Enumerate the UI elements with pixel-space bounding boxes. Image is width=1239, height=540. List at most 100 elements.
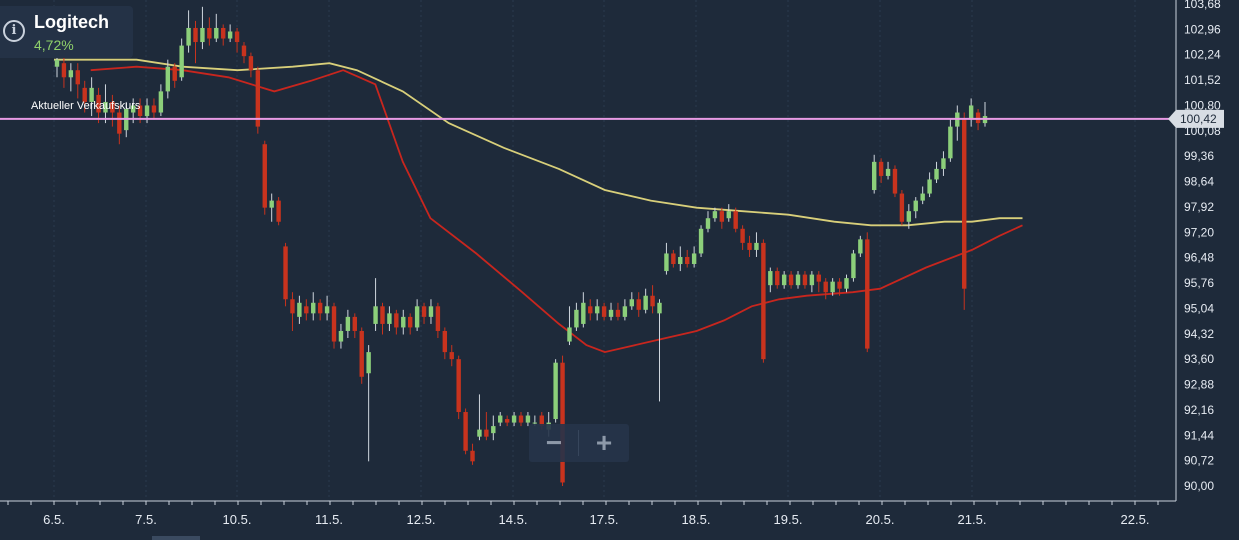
candlesticks bbox=[54, 6, 988, 486]
zoom-in-button[interactable]: + bbox=[595, 427, 613, 458]
candle bbox=[193, 20, 198, 64]
candle-body bbox=[414, 306, 420, 328]
candle bbox=[511, 412, 517, 427]
candle bbox=[394, 309, 399, 335]
candle bbox=[982, 101, 988, 127]
candle-body bbox=[837, 281, 842, 289]
x-tick-label: 17.5. bbox=[590, 512, 619, 527]
candle-body bbox=[657, 302, 662, 314]
candle-body bbox=[968, 105, 974, 120]
stock-info-panel: i Logitech 4,72% bbox=[0, 6, 133, 58]
candle-body bbox=[504, 419, 510, 423]
x-tick-label: 14.5. bbox=[499, 512, 528, 527]
moving-average-lines bbox=[54, 58, 1023, 354]
candle-body bbox=[221, 27, 226, 39]
candle-body bbox=[567, 327, 572, 342]
candle bbox=[338, 323, 344, 349]
candle bbox=[816, 271, 821, 293]
candle bbox=[421, 302, 427, 324]
x-tick-label: 6.5. bbox=[43, 512, 65, 527]
candle-body bbox=[678, 256, 683, 265]
y-tick-label: 90,72 bbox=[1184, 454, 1214, 468]
candle bbox=[504, 415, 510, 427]
candle bbox=[698, 225, 704, 257]
candle bbox=[359, 327, 364, 384]
candle-body bbox=[345, 316, 351, 331]
candle-body bbox=[698, 228, 704, 254]
candle-body bbox=[941, 158, 946, 169]
candle-body bbox=[484, 429, 489, 437]
candle-body bbox=[740, 228, 745, 243]
candle-body bbox=[920, 193, 925, 201]
candle bbox=[809, 271, 815, 293]
candle-body bbox=[574, 309, 579, 328]
candle bbox=[151, 98, 157, 120]
candle bbox=[401, 309, 406, 335]
candle-body bbox=[75, 70, 80, 85]
candle-body bbox=[380, 306, 385, 324]
y-tick-label: 101,52 bbox=[1184, 73, 1221, 87]
x-tick-label: 12.5. bbox=[407, 512, 436, 527]
candle-body bbox=[899, 193, 905, 222]
candle bbox=[643, 288, 648, 314]
candle bbox=[934, 161, 939, 183]
candle-body bbox=[851, 253, 856, 279]
y-tick-label: 99,36 bbox=[1184, 149, 1214, 163]
candle-body bbox=[518, 415, 524, 423]
candle-body bbox=[214, 27, 219, 39]
candle bbox=[172, 63, 177, 88]
candle-body bbox=[366, 352, 371, 374]
y-tick-label: 97,20 bbox=[1184, 225, 1214, 239]
candle bbox=[179, 38, 184, 81]
zoom-separator bbox=[578, 430, 579, 456]
candle-body bbox=[151, 105, 157, 113]
candle bbox=[324, 295, 330, 321]
candle-body bbox=[844, 278, 849, 289]
candle bbox=[691, 246, 697, 268]
candle bbox=[899, 190, 905, 226]
candle bbox=[601, 302, 607, 321]
candle-body bbox=[636, 299, 641, 310]
candle bbox=[636, 292, 641, 317]
candle bbox=[407, 313, 413, 335]
candle bbox=[117, 105, 122, 145]
candle bbox=[387, 306, 392, 331]
x-tick-label: 21.5. bbox=[958, 512, 987, 527]
candle bbox=[227, 24, 233, 43]
candle-body bbox=[712, 211, 718, 219]
candle-body bbox=[421, 306, 427, 317]
stock-name: Logitech bbox=[34, 12, 109, 32]
candle-body bbox=[511, 415, 517, 423]
timeline-scroll-handle[interactable] bbox=[152, 536, 200, 540]
candle bbox=[311, 292, 316, 321]
candle-body bbox=[594, 306, 600, 314]
candle-body bbox=[241, 45, 247, 57]
candle bbox=[705, 211, 711, 233]
candle bbox=[581, 292, 586, 328]
current-price-value: 100,42 bbox=[1180, 112, 1217, 126]
candle-body bbox=[823, 281, 828, 293]
moving-average-line bbox=[90, 65, 1023, 354]
candle-body bbox=[352, 316, 357, 331]
candle-body bbox=[54, 59, 60, 67]
candle bbox=[234, 27, 240, 53]
candle bbox=[920, 186, 925, 205]
x-tick-label: 18.5. bbox=[682, 512, 711, 527]
candle bbox=[491, 415, 496, 441]
candle-body bbox=[664, 253, 669, 272]
candle-body bbox=[733, 211, 738, 229]
candle-body bbox=[297, 302, 302, 317]
candle-body bbox=[906, 211, 912, 222]
y-tick-label: 98,64 bbox=[1184, 175, 1214, 189]
zoom-out-button[interactable]: − bbox=[545, 427, 563, 458]
candle-body bbox=[788, 274, 794, 286]
y-tick-label: 90,00 bbox=[1184, 479, 1214, 493]
candle bbox=[380, 302, 385, 335]
candle-body bbox=[89, 87, 94, 102]
info-icon[interactable]: i bbox=[3, 20, 25, 42]
candle bbox=[96, 87, 101, 124]
candle bbox=[414, 299, 420, 331]
candle bbox=[283, 242, 288, 307]
candle bbox=[844, 274, 849, 293]
